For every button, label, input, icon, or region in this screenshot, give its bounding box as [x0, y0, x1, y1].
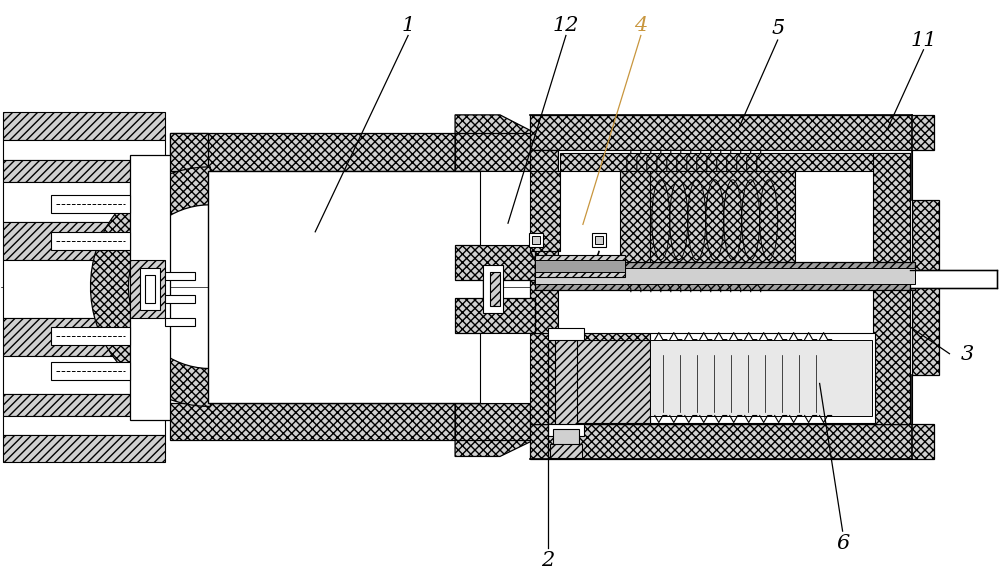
Bar: [3, 160, 165, 182]
Bar: [530, 150, 558, 425]
Bar: [51, 231, 130, 250]
Bar: [130, 260, 165, 317]
Bar: [3, 394, 165, 415]
Bar: [3, 356, 165, 394]
Bar: [3, 317, 165, 356]
Polygon shape: [170, 133, 208, 171]
Bar: [490, 272, 500, 305]
Bar: [3, 112, 165, 140]
Bar: [455, 332, 535, 402]
Bar: [620, 171, 650, 270]
Bar: [3, 260, 165, 317]
Text: 3: 3: [961, 346, 974, 364]
Bar: [165, 295, 195, 303]
Bar: [555, 332, 577, 433]
Polygon shape: [455, 402, 535, 457]
Bar: [650, 340, 872, 415]
Bar: [535, 268, 915, 284]
Bar: [3, 415, 165, 435]
Bar: [529, 233, 543, 247]
Text: 12: 12: [553, 16, 579, 36]
Bar: [165, 272, 195, 280]
Bar: [483, 265, 503, 313]
Bar: [560, 340, 650, 422]
Bar: [873, 153, 910, 425]
Bar: [535, 262, 915, 290]
Bar: [480, 332, 535, 402]
Bar: [530, 425, 934, 460]
Text: 11: 11: [910, 30, 937, 49]
Bar: [548, 425, 584, 437]
Bar: [3, 435, 165, 462]
Bar: [51, 362, 130, 379]
Bar: [560, 153, 910, 171]
Bar: [208, 171, 483, 402]
Bar: [910, 270, 997, 288]
Bar: [560, 406, 910, 425]
Bar: [3, 140, 165, 160]
Bar: [130, 155, 170, 419]
Text: 2: 2: [541, 551, 555, 570]
Bar: [530, 171, 560, 251]
Bar: [170, 133, 500, 171]
Bar: [165, 317, 195, 325]
Text: 6: 6: [836, 534, 849, 553]
Bar: [530, 115, 934, 150]
Bar: [140, 268, 160, 309]
Bar: [51, 195, 130, 213]
Text: 1: 1: [401, 16, 415, 36]
Bar: [3, 182, 165, 222]
Bar: [455, 402, 535, 441]
Bar: [455, 245, 535, 280]
Text: 4: 4: [634, 16, 647, 36]
Polygon shape: [91, 167, 210, 406]
Bar: [480, 171, 535, 245]
Bar: [530, 332, 560, 425]
Bar: [650, 171, 795, 270]
Bar: [535, 260, 625, 272]
Bar: [170, 402, 500, 441]
Text: 5: 5: [771, 19, 784, 38]
Bar: [912, 200, 939, 375]
Bar: [592, 233, 606, 247]
Bar: [553, 430, 579, 448]
Bar: [550, 445, 582, 458]
Bar: [455, 297, 535, 332]
Bar: [455, 171, 535, 245]
Bar: [548, 328, 584, 340]
Bar: [51, 327, 130, 344]
Bar: [650, 332, 875, 422]
Bar: [560, 332, 650, 422]
Bar: [455, 133, 535, 171]
Bar: [532, 236, 540, 244]
Polygon shape: [455, 115, 535, 171]
Bar: [3, 222, 165, 260]
Bar: [595, 236, 603, 244]
Bar: [558, 150, 912, 425]
Bar: [145, 274, 155, 303]
Bar: [535, 255, 625, 277]
